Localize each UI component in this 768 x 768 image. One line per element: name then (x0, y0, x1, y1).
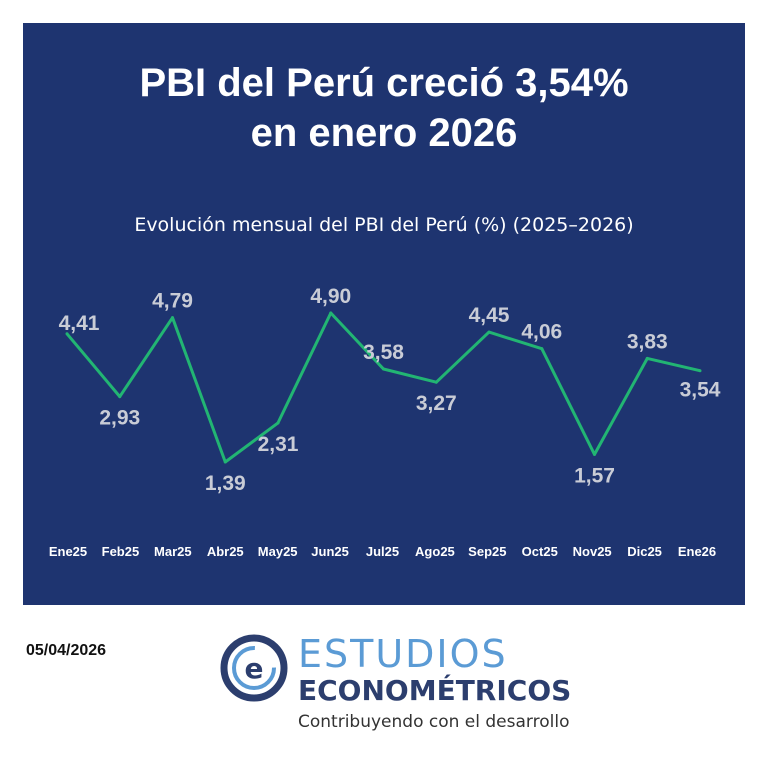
x-tick-label: Oct25 (522, 544, 558, 559)
headline-line-1: PBI del Perú creció 3,54% (139, 61, 629, 105)
data-label: 4,06 (521, 321, 562, 344)
data-point (540, 347, 544, 351)
data-point (434, 380, 438, 384)
headline-line-2: en enero 2026 (250, 111, 518, 155)
data-label: 2,93 (99, 407, 140, 430)
data-label: 3,54 (680, 379, 721, 402)
data-label: 4,79 (152, 290, 193, 313)
data-label: 1,39 (205, 472, 246, 495)
data-point (382, 367, 385, 371)
x-tick-label: Ene25 (49, 544, 87, 559)
x-tick-label: Abr25 (207, 544, 244, 559)
x-tick-label: Dic25 (627, 544, 662, 559)
data-label: 1,57 (574, 464, 615, 487)
x-tick-label: May25 (258, 544, 298, 559)
brand-tagline: Contribuyendo con el desarrollo (298, 712, 570, 732)
data-point (487, 330, 491, 334)
x-tick-label: Jul25 (366, 544, 399, 559)
data-point (65, 332, 69, 336)
data-point (329, 311, 333, 315)
data-label: 2,31 (258, 433, 299, 456)
x-tick-label: Ene26 (678, 544, 716, 559)
data-label: 4,90 (310, 285, 351, 308)
x-tick-label: Mar25 (154, 544, 192, 559)
data-point (698, 369, 702, 373)
chart-panel (23, 23, 745, 605)
publication-date: 05/04/2026 (26, 642, 107, 659)
x-tick-label: Ago25 (415, 544, 455, 559)
x-tick-label: Sep25 (468, 544, 506, 559)
data-point (593, 452, 596, 456)
brand-name-line-2: ECONOMÉTRICOS (298, 674, 572, 707)
chart-title: Evolución mensual del PBI del Perú (%) (… (134, 214, 634, 236)
data-label: 3,83 (627, 330, 668, 353)
x-tick-label: Nov25 (573, 544, 612, 559)
data-label: 4,41 (59, 312, 100, 335)
headline: PBI del Perú creció 3,54% en enero 2026 (0, 58, 768, 158)
svg-text:e: e (245, 652, 264, 685)
data-point (645, 356, 649, 360)
data-point (118, 395, 122, 399)
brand-name-line-1: ESTUDIOS (298, 632, 508, 676)
e-circle-logo-icon: e (220, 634, 288, 702)
data-point (223, 460, 227, 464)
series-line (65, 311, 701, 464)
x-tick-label: Jun25 (311, 544, 349, 559)
data-label: 3,58 (363, 341, 404, 364)
data-point (276, 421, 280, 425)
data-label: 4,45 (469, 304, 510, 327)
x-tick-label: Feb25 (102, 544, 140, 559)
data-label: 3,27 (416, 392, 457, 415)
data-point (171, 316, 174, 320)
